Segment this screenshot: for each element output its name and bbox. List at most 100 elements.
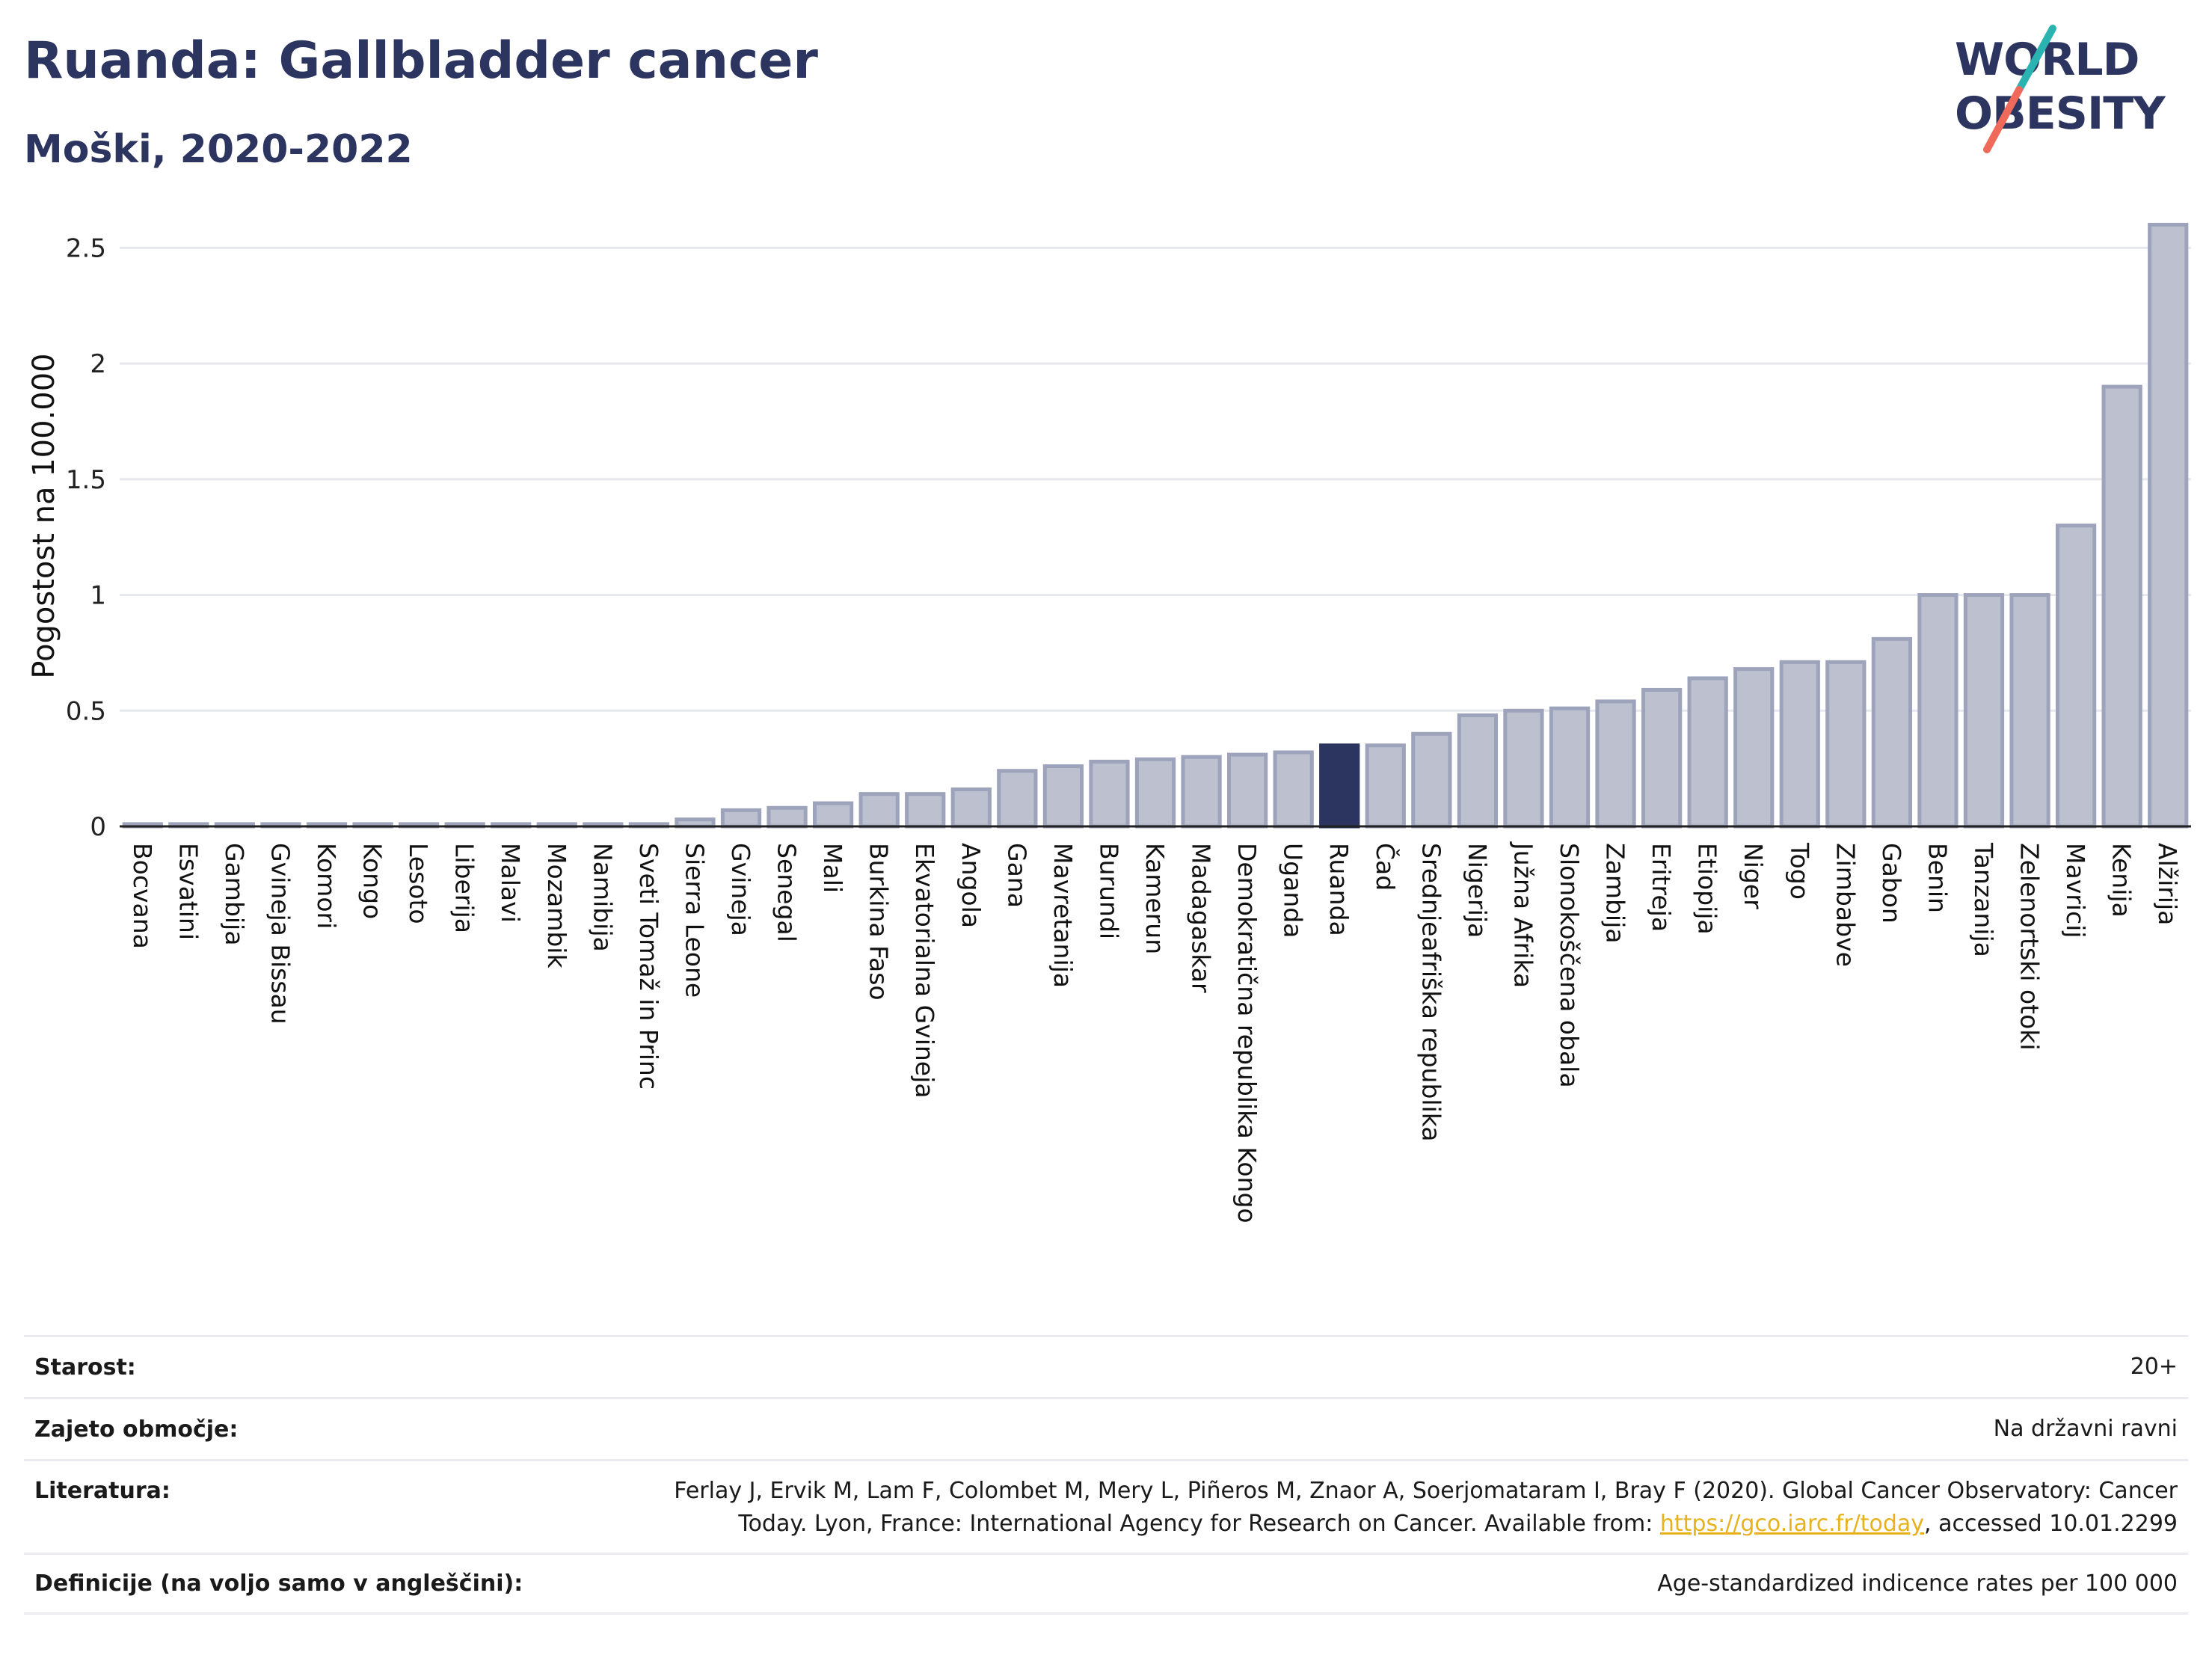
y-tick-label: 2.5	[66, 233, 106, 263]
bar-slonokoščena-obala	[1549, 706, 1591, 829]
bar-gabon	[1871, 636, 1913, 829]
info-row-coverage: Zajeto območje: Na državni ravni	[24, 1397, 2188, 1459]
x-tick-label: Togo	[1785, 842, 1814, 900]
bar-niger	[1733, 667, 1775, 829]
y-tick-label: 1	[90, 581, 106, 611]
bar-togo	[1779, 660, 1820, 829]
x-tick-label: Čad	[1371, 843, 1401, 891]
x-tick-label: Bocvana	[128, 843, 157, 949]
x-tick-label: Zambija	[1601, 843, 1630, 943]
chart-subtitle: Moški, 2020-2022	[24, 127, 413, 172]
x-tick-label: Mali	[818, 843, 847, 893]
x-tick-label: Komori	[312, 843, 341, 929]
x-tick-label: Kamerun	[1140, 843, 1170, 954]
bar-južna-afrika	[1503, 708, 1544, 829]
x-tick-label: Gvineja Bissau	[265, 843, 295, 1025]
x-tick-label: Madagaskar	[1187, 843, 1216, 993]
x-tick-label: Alžirija	[2153, 843, 2182, 925]
x-tick-label: Srednjeafriška republika	[1416, 843, 1446, 1141]
bars	[122, 222, 2189, 829]
x-tick-label: Esvatini	[173, 843, 203, 940]
bar-čad	[1365, 743, 1406, 829]
x-tick-label: Malavi	[496, 843, 525, 923]
logo-line2: OBESITY	[1955, 87, 2166, 140]
x-tick-label: Gana	[1002, 843, 1031, 908]
coverage-value: Na državni ravni	[1993, 1416, 2178, 1442]
literature-value: Ferlay J, Ervik M, Lam F, Colombet M, Me…	[674, 1475, 2188, 1541]
x-tick-label: Mavricij	[2061, 843, 2090, 938]
bar-mavretanija	[1042, 764, 1084, 829]
x-tick-label: Eritreja	[1647, 843, 1676, 932]
y-axis-title: Pogostost na 100.000	[27, 353, 61, 678]
bar-burkina-faso	[858, 792, 900, 829]
age-value: 20+	[2130, 1354, 2178, 1380]
x-tick-label: Burundi	[1094, 843, 1123, 939]
definitions-value: Age-standardized indicence rates per 100…	[1657, 1570, 2178, 1597]
bar-alžirija	[2148, 222, 2189, 829]
bar-srednjeafriška-republika	[1411, 731, 1452, 829]
bar-ruanda	[1319, 743, 1360, 829]
bar-senegal	[766, 805, 808, 829]
bar-demokratična-republika-kongo	[1226, 752, 1268, 829]
y-axis-ticks: 0 0.5 1 1.5 2 2.5	[66, 233, 106, 842]
bar-zambija	[1595, 699, 1636, 829]
bar-gvineja	[720, 808, 762, 829]
bar-zimbabve	[1825, 660, 1867, 829]
x-tick-label: Gvineja	[726, 843, 755, 936]
x-axis-ticks: Bocvana Esvatini Gambija Gvineja Bissau Komo…	[128, 841, 2182, 1223]
bar-kenija	[2101, 384, 2142, 829]
bar-gana	[997, 769, 1038, 829]
x-tick-label: Tanzanija	[1969, 842, 1998, 957]
bar-uganda	[1273, 750, 1314, 829]
bar-ekvatorialna-gvineja	[905, 792, 946, 829]
x-tick-label: Lesoto	[404, 843, 433, 924]
x-tick-label: Zelenortski otoki	[2015, 843, 2044, 1051]
x-tick-label: Gabon	[1877, 843, 1906, 924]
y-tick-label: 2	[90, 349, 106, 379]
literature-text-2: Today. Lyon, France: International Agenc…	[738, 1511, 1660, 1537]
x-tick-label: Sveti Tomaž in Princ	[634, 843, 663, 1090]
bar-etiopija	[1687, 676, 1728, 829]
x-tick-label: Senegal	[772, 843, 802, 942]
x-tick-label: Liberija	[450, 843, 479, 933]
literature-text-3: , accessed 10.01.2299	[1924, 1511, 2178, 1537]
bar-zelenortski-otoki	[2009, 593, 2050, 829]
x-tick-label: Kongo	[358, 843, 387, 919]
bar-angola	[950, 787, 992, 829]
x-tick-label: Demokratična republika Kongo	[1232, 843, 1262, 1223]
y-tick-label: 1.5	[66, 465, 106, 495]
x-tick-label: Mavretanija	[1048, 843, 1078, 988]
info-table: Starost: 20+ Zajeto območje: Na državni …	[24, 1335, 2188, 1615]
x-tick-label: Gambija	[220, 843, 249, 945]
x-tick-label: Kenija	[2107, 843, 2136, 918]
x-tick-label: Južna Afrika	[1508, 841, 1537, 988]
x-tick-label: Sierra Leone	[680, 843, 709, 998]
x-tick-label: Mozambik	[542, 843, 571, 968]
literature-link[interactable]: https://gco.iarc.fr/today	[1659, 1511, 1925, 1537]
bar-eritreja	[1641, 687, 1683, 829]
definitions-label: Definicije (na voljo samo v angleščini):	[34, 1570, 523, 1597]
info-row-age: Starost: 20+	[24, 1335, 2188, 1397]
bar-madagaskar	[1181, 755, 1222, 829]
info-row-literature: Literatura: Ferlay J, Ervik M, Lam F, Co…	[24, 1459, 2188, 1553]
coverage-label: Zajeto območje:	[34, 1416, 239, 1443]
bar-tanzanija	[1963, 593, 2005, 829]
x-tick-label: Slonokoščena obala	[1555, 843, 1584, 1088]
x-tick-label: Etiopija	[1693, 843, 1722, 935]
x-tick-label: Angola	[956, 843, 986, 928]
bar-mali	[812, 801, 854, 829]
literature-text-1: Ferlay J, Ervik M, Lam F, Colombet M, Me…	[674, 1478, 2178, 1504]
info-row-definitions: Definicije (na voljo samo v angleščini):…	[24, 1553, 2188, 1615]
x-tick-label: Niger	[1739, 843, 1768, 909]
y-tick-label: 0.5	[66, 696, 106, 726]
chart-title: Ruanda: Gallbladder cancer	[24, 31, 818, 90]
bar-mavricij	[2055, 523, 2097, 829]
bar-chart: 0 0.5 1 1.5 2 2.5 Bocvana Esvatini Gambija Gvine…	[27, 222, 2191, 1223]
x-tick-label: Benin	[1923, 843, 1952, 913]
x-tick-label: Ruanda	[1324, 843, 1354, 936]
literature-label: Literatura:	[34, 1478, 170, 1504]
bar-benin	[1917, 593, 1958, 829]
bar-kamerun	[1134, 757, 1176, 829]
x-tick-label: Uganda	[1279, 843, 1308, 938]
x-tick-label: Zimbabve	[1831, 843, 1860, 967]
